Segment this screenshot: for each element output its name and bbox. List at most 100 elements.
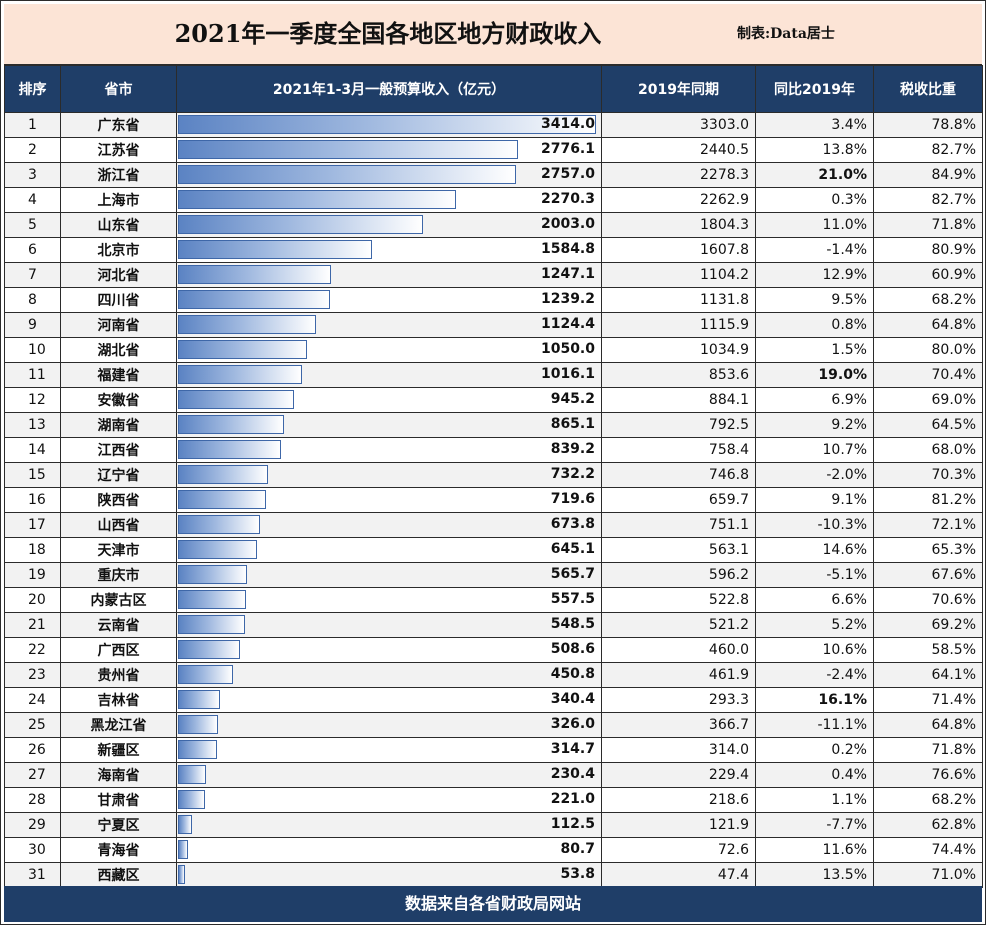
revenue-value-label: 450.8 — [550, 666, 595, 682]
rank-cell: 13 — [4, 412, 61, 438]
province-cell: 吉林省 — [60, 687, 177, 713]
table-row: 11 福建省 1016.1 853.6 19.0% 70.4% — [4, 362, 983, 388]
revenue-2019-cell: 461.9 — [601, 662, 756, 688]
province-cell: 陕西省 — [60, 487, 177, 513]
table-row: 9 河南省 1124.4 1115.9 0.8% 64.8% — [4, 312, 983, 338]
tax-share-cell: 70.6% — [873, 587, 983, 613]
revenue-value-label: 112.5 — [550, 816, 595, 832]
rank-cell: 15 — [4, 462, 61, 488]
revenue-value-label: 1239.2 — [540, 291, 595, 307]
rank-cell: 14 — [4, 437, 61, 463]
revenue-value-label: 557.5 — [550, 591, 595, 607]
revenue-bar-cell: 1050.0 — [176, 337, 602, 363]
yoy-cell: -2.0% — [755, 462, 874, 488]
revenue-bar-cell: 1124.4 — [176, 312, 602, 338]
revenue-bar-cell: 53.8 — [176, 862, 602, 888]
tax-share-cell: 64.5% — [873, 412, 983, 438]
revenue-value-label: 1124.4 — [540, 316, 595, 332]
tax-share-cell: 64.8% — [873, 312, 983, 338]
yoy-cell: 0.8% — [755, 312, 874, 338]
revenue-2019-cell: 1034.9 — [601, 337, 756, 363]
revenue-value-label: 53.8 — [560, 866, 595, 882]
table-row: 29 宁夏区 112.5 121.9 -7.7% 62.8% — [4, 812, 983, 838]
revenue-bar — [178, 440, 281, 459]
tax-share-cell: 64.1% — [873, 662, 983, 688]
revenue-bar-cell: 3414.0 — [176, 112, 602, 138]
table-row: 4 上海市 2270.3 2262.9 0.3% 82.7% — [4, 187, 983, 213]
revenue-2019-cell: 1607.8 — [601, 237, 756, 263]
tax-share-cell: 60.9% — [873, 262, 983, 288]
table-row: 31 西藏区 53.8 47.4 13.5% 71.0% — [4, 862, 983, 888]
revenue-bar-cell: 314.7 — [176, 737, 602, 763]
revenue-bar — [178, 840, 188, 859]
revenue-2019-cell: 3303.0 — [601, 112, 756, 138]
rank-cell: 27 — [4, 762, 61, 788]
table-row: 7 河北省 1247.1 1104.2 12.9% 60.9% — [4, 262, 983, 288]
tax-share-cell: 82.7% — [873, 137, 983, 163]
header-tax-share: 税收比重 — [873, 65, 983, 113]
revenue-2019-cell: 1804.3 — [601, 212, 756, 238]
revenue-value-label: 2003.0 — [540, 216, 595, 232]
revenue-bar — [178, 665, 233, 684]
rank-cell: 20 — [4, 587, 61, 613]
rank-cell: 22 — [4, 637, 61, 663]
tax-share-cell: 70.4% — [873, 362, 983, 388]
revenue-2019-cell: 792.5 — [601, 412, 756, 438]
rank-cell: 19 — [4, 562, 61, 588]
revenue-bar-cell: 1247.1 — [176, 262, 602, 288]
revenue-bar — [178, 290, 330, 309]
province-cell: 黑龙江省 — [60, 712, 177, 738]
table-row: 30 青海省 80.7 72.6 11.6% 74.4% — [4, 837, 983, 863]
table-row: 6 北京市 1584.8 1607.8 -1.4% 80.9% — [4, 237, 983, 263]
revenue-bar-cell: 450.8 — [176, 662, 602, 688]
revenue-bar-cell: 945.2 — [176, 387, 602, 413]
revenue-value-label: 230.4 — [550, 766, 595, 782]
yoy-cell: 16.1% — [755, 687, 874, 713]
table-row: 14 江西省 839.2 758.4 10.7% 68.0% — [4, 437, 983, 463]
revenue-2019-cell: 314.0 — [601, 737, 756, 763]
rank-cell: 2 — [4, 137, 61, 163]
yoy-cell: -2.4% — [755, 662, 874, 688]
tax-share-cell: 69.0% — [873, 387, 983, 413]
table-row: 23 贵州省 450.8 461.9 -2.4% 64.1% — [4, 662, 983, 688]
province-cell: 浙江省 — [60, 162, 177, 188]
revenue-bar-cell: 230.4 — [176, 762, 602, 788]
yoy-cell: 5.2% — [755, 612, 874, 638]
tax-share-cell: 71.4% — [873, 687, 983, 713]
revenue-2019-cell: 596.2 — [601, 562, 756, 588]
revenue-bar — [178, 515, 260, 534]
tax-share-cell: 70.3% — [873, 462, 983, 488]
tax-share-cell: 68.2% — [873, 787, 983, 813]
revenue-bar-cell: 839.2 — [176, 437, 602, 463]
revenue-2019-cell: 293.3 — [601, 687, 756, 713]
revenue-2019-cell: 2278.3 — [601, 162, 756, 188]
yoy-cell: 0.3% — [755, 187, 874, 213]
revenue-value-label: 548.5 — [550, 616, 595, 632]
revenue-value-label: 340.4 — [550, 691, 595, 707]
province-cell: 云南省 — [60, 612, 177, 638]
table-row: 21 云南省 548.5 521.2 5.2% 69.2% — [4, 612, 983, 638]
revenue-value-label: 839.2 — [550, 441, 595, 457]
revenue-value-label: 732.2 — [550, 466, 595, 482]
revenue-2019-cell: 746.8 — [601, 462, 756, 488]
tax-share-cell: 71.0% — [873, 862, 983, 888]
table-row: 10 湖北省 1050.0 1034.9 1.5% 80.0% — [4, 337, 983, 363]
table-row: 24 吉林省 340.4 293.3 16.1% 71.4% — [4, 687, 983, 713]
table-row: 16 陕西省 719.6 659.7 9.1% 81.2% — [4, 487, 983, 513]
revenue-2019-cell: 1104.2 — [601, 262, 756, 288]
revenue-2019-cell: 121.9 — [601, 812, 756, 838]
revenue-bar — [178, 390, 294, 409]
revenue-bar — [178, 715, 218, 734]
revenue-bar — [178, 740, 217, 759]
revenue-bar — [178, 190, 456, 209]
rank-cell: 10 — [4, 337, 61, 363]
rank-cell: 25 — [4, 712, 61, 738]
revenue-bar-cell: 557.5 — [176, 587, 602, 613]
revenue-value-label: 719.6 — [550, 491, 595, 507]
rank-cell: 23 — [4, 662, 61, 688]
revenue-bar — [178, 265, 331, 284]
revenue-value-label: 80.7 — [560, 841, 595, 857]
header-yoy: 同比2019年 — [755, 65, 874, 113]
revenue-value-label: 2757.0 — [540, 166, 595, 182]
yoy-cell: 0.4% — [755, 762, 874, 788]
